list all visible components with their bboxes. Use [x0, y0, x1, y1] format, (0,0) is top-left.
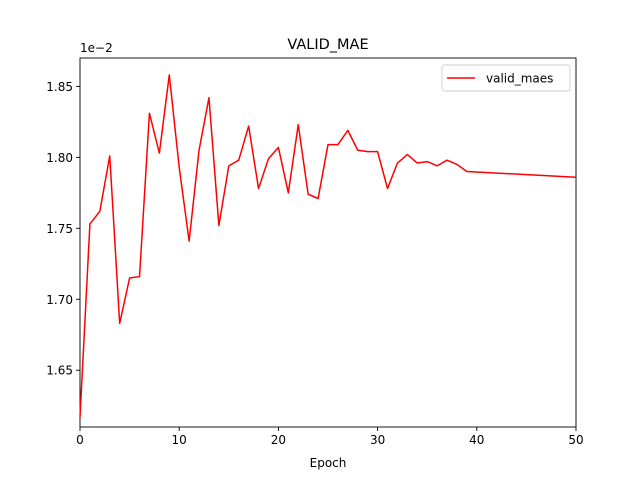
y-tick-label: 1.85: [46, 80, 73, 94]
chart-title: VALID_MAE: [287, 37, 368, 53]
y-offset-label: 1e−2: [80, 41, 113, 55]
x-tick-label: 0: [76, 433, 84, 447]
plot-area: [79, 57, 577, 428]
series-layer: [79, 74, 577, 418]
y-tick-label: 1.65: [46, 364, 73, 378]
y-tick-label: 1.75: [46, 222, 73, 236]
x-tick-label: 10: [172, 433, 187, 447]
y-tick-label: 1.70: [46, 293, 73, 307]
legend-box: [441, 64, 571, 92]
x-tick-label: 20: [271, 433, 286, 447]
x-tick-label: 50: [568, 433, 583, 447]
legend: valid_maes: [441, 64, 571, 92]
y-tick-label: 1.80: [46, 151, 73, 165]
x-axis-label: Epoch: [310, 456, 347, 470]
x-tick-label: 30: [370, 433, 385, 447]
legend-label: valid_maes: [486, 72, 553, 86]
x-tick-label: 40: [469, 433, 484, 447]
y-axis: 1.65 1.70 1.75 1.80 1.85: [46, 80, 80, 378]
x-axis: 0 10 20 30 40 50: [76, 427, 584, 447]
series-line-valid_maes: [79, 74, 577, 418]
